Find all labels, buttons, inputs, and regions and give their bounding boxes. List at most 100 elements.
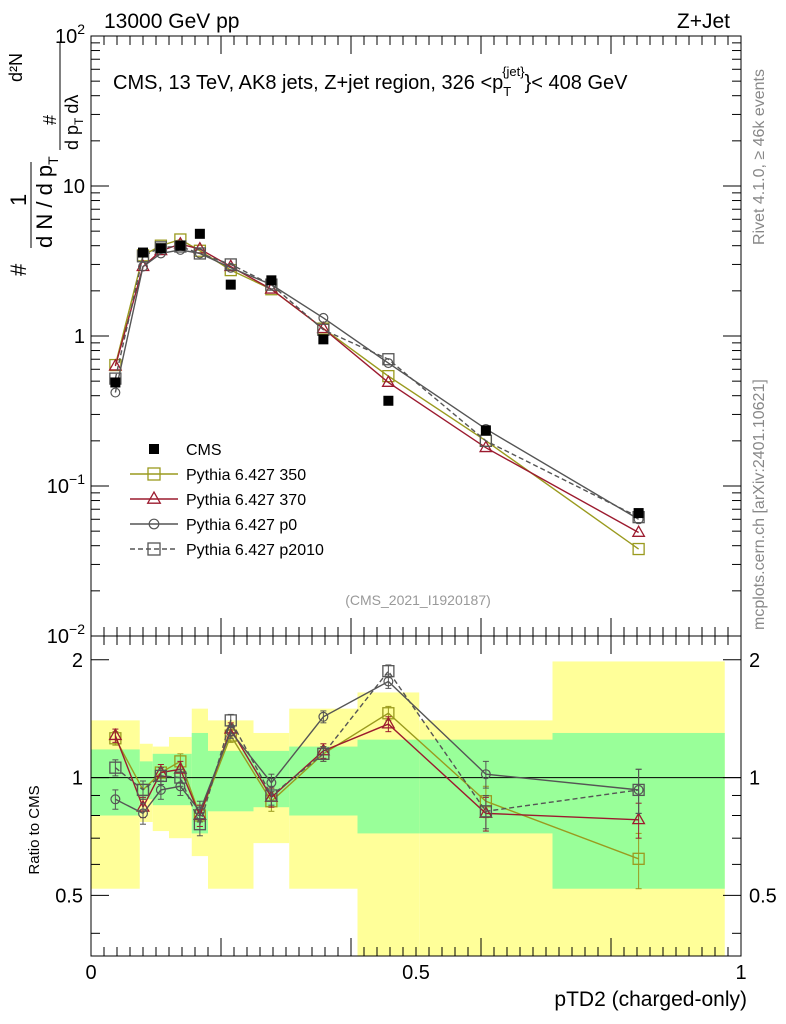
analysis-tag: (CMS_2021_I1920187) [345,592,491,608]
series-pythia-6-427-p2010-ratio-point [154,769,168,783]
legend-marker [148,518,160,530]
legend-marker [147,467,161,481]
series-pythia-6-427-p0-ratio-point [318,711,329,722]
series-pythia-6-427-p0-point [318,312,329,323]
series-pythia-6-427-p2010-point [479,434,493,447]
cms-data-point [110,377,121,388]
series-pythia-6-427-370-ratio-point [631,812,646,825]
y-tick-label: 10 [63,176,85,198]
series-cms [110,228,644,519]
series-pythia-6-427-p2010-ratio [109,664,645,837]
y-tick-base: 10 [55,26,77,48]
chart-title-sub: T [503,84,511,99]
energy-label: 13000 GeV pp [104,10,239,33]
x-tick-label: 0 [85,962,96,984]
chart-title-tail: }< 408 GeV [525,72,629,94]
legend-marker-cms [149,444,159,454]
series-pythia-6-427-p0-point [110,387,121,398]
ratio-tick-label-right: 1 [749,768,760,790]
series-pythia-6-427-p2010-ratio-point [193,818,207,831]
y-label-hash: # [6,263,31,276]
y-label-den-sub: T [45,156,61,165]
y-tick-exp: −1 [69,471,85,487]
legend-label-cms: CMS [186,442,222,459]
y-tick-base: 10 [47,626,69,648]
series-pythia-6-427-p0-ratio-point [155,784,166,795]
legend-marker [147,542,161,556]
series-pythia-6-427-370-point [381,374,396,387]
series-pythia-6-427-p2010-ratio-point [136,783,150,797]
cms-data-point [318,334,329,345]
cms-data-point [138,247,148,258]
uncertainty-band-inner [208,750,254,812]
series-pythia-6-427-350-point [632,542,645,556]
series-pythia-6-427-p0-ratio-point [110,794,121,805]
ratio-y-label: Ratio to CMS [26,785,43,874]
ratio-tick-label-left: 2 [72,650,83,672]
series-pythia-6-427-p2010-point [382,353,395,366]
legend-label: Pythia 6.427 p0 [186,517,297,534]
ratio-tick-label-left: 1 [72,768,83,790]
series-pythia-6-427-p0-point [225,262,236,273]
cms-data-point [175,240,186,251]
uncertainty-band-inner [139,761,153,800]
y-label-den2-text: d p [62,125,82,150]
x-tick-label: 1 [735,962,746,984]
cms-data-point [225,279,236,290]
series-pythia-6-427-370-ratio-point [108,727,123,741]
ratio-tick-label-right: 0.5 [749,885,777,907]
y-label-num2: d²N [6,53,26,82]
series-pythia-6-427-370-line [114,243,639,534]
y-tick-label: 10−1 [47,471,85,498]
series-pythia-6-427-p0-ratio-point [138,808,149,819]
y-label-den2: d pTdλ [62,95,86,150]
series-pythia-6-427-370-point [631,524,646,537]
x-tick-label: 0.5 [402,962,430,984]
cms-data-point [155,243,166,254]
ratio-panel: 0 0.5 1 2 2 1 1 0.5 0.5 [55,635,777,984]
series-pythia-6-427-p2010-point [193,247,207,260]
process-label: Z+Jet [677,10,730,33]
series-pythia-6-427-p2010-ratio-point [265,789,278,802]
main-y-label: # 1 d N / d pT # d²N d pTdλ [6,42,86,276]
ratio-tick-label-right: 2 [749,650,760,672]
y-tick-label: 10−2 [47,621,85,648]
y-tick-label: 102 [55,21,85,48]
cms-data-point [383,395,394,406]
series-pythia-6-427-p2010-ratio-point [479,805,493,818]
series-pythia-6-427-p0-point [194,248,205,259]
chart-title-sup: {jet} [502,64,525,79]
cms-data-point [266,275,277,286]
y-tick-exp: 2 [77,21,85,37]
series-pythia-6-427-350-ratio-point [632,852,645,865]
y-label-frac-hash: # [40,115,60,125]
series-pythia-6-427-p2010-ratio-point [632,783,645,797]
mcplots-label: mcplots.cern.ch [arXiv:2401.10621] [751,379,768,630]
y-tick-base: 10 [47,476,69,498]
series-pythia-6-427-p2010-ratio-point [382,665,395,678]
series-pythia-6-427-p2010-point [224,258,237,271]
y-label-den2-sub: T [72,117,86,125]
series-pythia-6-427-p2010-ratio-point [109,761,122,774]
uncertainty-band-inner [357,739,420,834]
cms-data-point [633,508,644,519]
series-pythia-6-427-370-ratio-point [381,716,396,729]
series-pythia-6-427-p0-line [114,249,639,520]
cms-data-point [194,228,205,239]
rivet-label: Rivet 4.1.0, ≥ 46k events [751,69,768,245]
series-pythia-6-427-p2010-ratio-point [317,747,330,760]
y-tick-label: 1 [74,326,85,348]
series-pythia-6-427-p0-ratio-point [480,769,491,780]
legend-label: Pythia 6.427 p2010 [186,542,324,559]
y-label-den-text: d N / d p [32,165,57,248]
x-axis-label: pTD2 (charged-only) [554,988,747,1011]
legend-label: Pythia 6.427 370 [186,492,306,509]
series-pythia-6-427-p2010-ratio-point [174,771,187,784]
chart-title-main: CMS, 13 TeV, AK8 jets, Z+jet region, 326… [113,72,503,94]
ratio-tick-label-left: 0.5 [55,885,83,907]
series-pythia-6-427-p2010-ratio-point [224,714,237,727]
chart-title: CMS, 13 TeV, AK8 jets, Z+jet region, 326… [113,64,628,99]
legend-marker [146,490,162,504]
